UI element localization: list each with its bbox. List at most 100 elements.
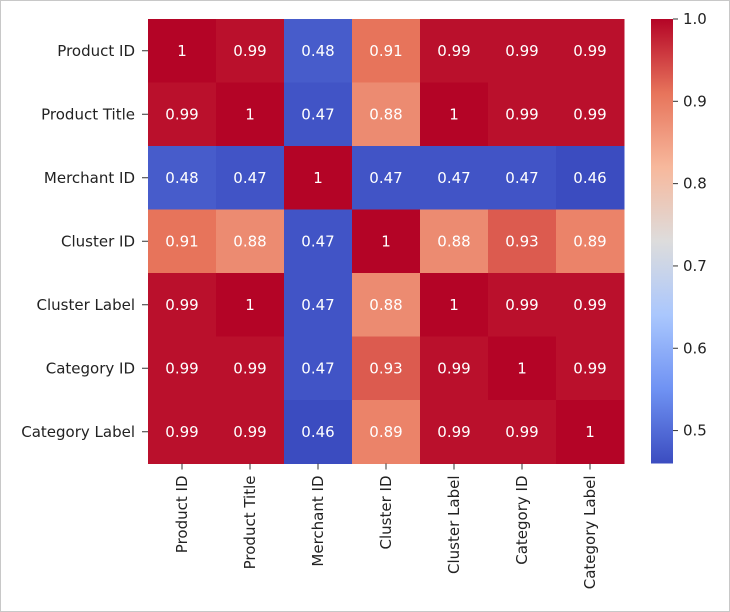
heatmap-cell [352,400,421,464]
heatmap-cell [284,336,353,401]
heatmap-cell [148,209,217,274]
cell-value-label: 0.47 [301,105,334,123]
heatmap-cell [352,336,421,401]
cell-value-label: 0.91 [165,232,198,250]
x-tick-label: Cluster Label [445,476,463,574]
cell-value-label: 0.99 [233,359,266,377]
cell-value-label: 0.89 [369,423,402,441]
cell-value-label: 0.99 [573,296,606,314]
heatmap-cell [148,336,217,401]
x-tick-label: Product ID [173,476,191,554]
y-tick-label: Category Label [21,423,135,441]
cell-value-label: 0.99 [437,42,470,60]
heatmap-cells [148,19,625,464]
cell-value-label: 0.88 [233,232,266,250]
cell-value-label: 0.99 [573,42,606,60]
heatmap-cell [352,273,421,337]
heatmap-cell [352,146,421,210]
cell-value-label: 0.46 [573,169,606,187]
heatmap-cell [420,209,489,274]
heatmap-cell [284,400,353,464]
cell-value-label: 0.99 [437,423,470,441]
colorbar-tick-label: 0.7 [683,257,707,275]
heatmap-cell [488,400,557,464]
y-tick-label: Cluster Label [37,296,135,314]
cell-value-label: 0.88 [369,105,402,123]
cell-value-label: 1 [313,169,323,187]
colorbar-tick-label: 0.8 [683,175,707,193]
x-tick-label: Cluster ID [377,476,395,550]
cell-value-label: 0.99 [165,359,198,377]
cell-value-label: 0.99 [165,296,198,314]
colorbar-tick-label: 0.6 [683,339,707,357]
heatmap-cell [420,336,489,401]
heatmap-cell [556,273,625,337]
cell-value-label: 1 [177,42,187,60]
heatmap-cell [556,19,625,83]
cell-value-label: 0.99 [233,42,266,60]
cell-value-label: 0.99 [165,423,198,441]
colorbar-tick-label: 0.5 [683,422,707,440]
cell-value-label: 0.99 [505,105,538,123]
heatmap-cell [488,209,557,274]
cell-value-label: 0.47 [505,169,538,187]
cell-value-label: 1 [449,105,459,123]
heatmap-cell [488,146,557,210]
heatmap-cell [216,400,285,464]
y-tick-label: Product Title [41,105,135,123]
heatmap-cell [148,400,217,464]
x-tick-label: Merchant ID [309,476,327,567]
cell-value-label: 0.47 [301,232,334,250]
x-tick-label: Category Label [581,476,599,590]
cell-value-label: 0.99 [505,42,538,60]
y-tick-label: Merchant ID [44,169,135,187]
colorbar-tick-label: 0.9 [683,92,707,110]
heatmap-cell [284,19,353,83]
heatmap-cell [352,19,421,83]
cell-value-label: 0.48 [301,42,334,60]
x-tick-label: Product Title [241,476,259,570]
x-tick-label: Category ID [513,476,531,565]
heatmap-cell [488,19,557,83]
cell-value-label: 0.88 [369,296,402,314]
cell-value-label: 0.47 [437,169,470,187]
heatmap-cell [216,82,285,147]
cell-value-label: 0.93 [369,359,402,377]
cell-value-label: 1 [245,296,255,314]
heatmap-cell [420,146,489,210]
colorbar-gradient [651,19,673,464]
cell-value-label: 0.99 [437,359,470,377]
cell-value-label: 0.99 [505,423,538,441]
heatmap-cell [488,273,557,337]
heatmap-cell [148,273,217,337]
heatmap-cell [216,209,285,274]
y-tick-label: Category ID [46,359,135,377]
cell-value-label: 0.91 [369,42,402,60]
heatmap-cell [148,82,217,147]
heatmap-cell [216,273,285,337]
heatmap-cell [352,82,421,147]
y-axis: Product ID Product Title Merchant ID Cluste… [21,42,148,441]
cell-value-label: 0.99 [233,423,266,441]
heatmap-cell [556,146,625,210]
heatmap-cell [556,209,625,274]
heatmap-cell [488,82,557,147]
heatmap-cell [556,336,625,401]
heatmap-cell [420,273,489,337]
heatmap-cell [352,209,421,274]
x-axis: Product ID Product Title Merchant ID Cluste… [173,463,599,590]
heatmap-cell [284,273,353,337]
cell-value-label: 0.89 [573,232,606,250]
heatmap-cell [284,146,353,210]
cell-value-label: 0.48 [165,169,198,187]
heatmap-cell [556,400,625,464]
heatmap-cell [216,146,285,210]
heatmap-cell [216,19,285,83]
heatmap-cell [488,336,557,401]
cell-value-label: 1 [585,423,595,441]
cell-value-label: 0.46 [301,423,334,441]
cell-value-label: 0.99 [505,296,538,314]
cell-value-label: 0.47 [369,169,402,187]
